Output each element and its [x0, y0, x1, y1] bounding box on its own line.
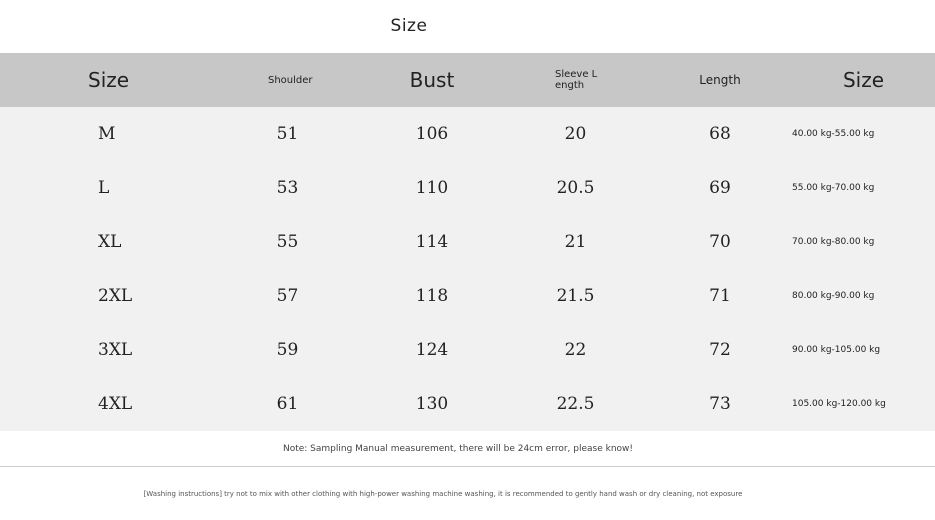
cell-size: M: [98, 124, 116, 144]
divider: [0, 466, 935, 467]
table-row: M 51 106 20 68 40.00 kg-55.00 kg: [0, 107, 935, 161]
cell-weight-range: 40.00 kg-55.00 kg: [792, 129, 875, 139]
cell-bust: 118: [415, 286, 449, 306]
header-size: Size: [88, 68, 130, 92]
cell-length: 70: [709, 232, 731, 252]
cell-weight-range: 80.00 kg-90.00 kg: [792, 291, 875, 301]
cell-sleeve-length: 20: [564, 124, 587, 144]
header-sleeve-length-label: Sleeve Length: [555, 69, 598, 91]
cell-shoulder: 59: [276, 340, 299, 360]
cell-shoulder: 53: [276, 178, 299, 198]
size-chart-table: Size Shoulder Bust Sleeve Length Length …: [0, 53, 935, 431]
cell-size: 2XL: [98, 286, 133, 306]
cell-length: 68: [709, 124, 731, 144]
table-row: L 53 110 20.5 69 55.00 kg-70.00 kg: [0, 161, 935, 215]
table-row: 2XL 57 118 21.5 71 80.00 kg-90.00 kg: [0, 269, 935, 323]
cell-shoulder: 57: [276, 286, 299, 306]
cell-bust: 114: [415, 232, 449, 252]
washing-instructions: [Washing instructions] try not to mix wi…: [143, 490, 743, 498]
header-bust: Bust: [409, 68, 455, 92]
cell-bust: 124: [415, 340, 449, 360]
cell-length: 69: [709, 178, 731, 198]
cell-bust: 110: [415, 178, 449, 198]
cell-size: 4XL: [98, 394, 133, 414]
cell-weight-range: 105.00 kg-120.00 kg: [792, 399, 886, 409]
cell-size: L: [98, 178, 110, 198]
cell-bust: 130: [415, 394, 449, 414]
page-title: Size: [390, 16, 428, 36]
cell-sleeve-length: 20.5: [556, 178, 595, 198]
cell-length: 73: [709, 394, 731, 414]
cell-sleeve-length: 21.5: [556, 286, 595, 306]
cell-shoulder: 55: [276, 232, 299, 252]
table-header-row: Size Shoulder Bust Sleeve Length Length …: [0, 53, 935, 107]
cell-bust: 106: [415, 124, 449, 144]
header-shoulder-label: Shoulder: [268, 74, 313, 86]
cell-sleeve-length: 22.5: [556, 394, 595, 414]
header-shoulder: Shoulder: [214, 53, 361, 107]
header-sleeve-length: Sleeve Length: [503, 53, 648, 107]
cell-shoulder: 51: [276, 124, 299, 144]
header-weight-range: Size: [842, 68, 885, 92]
table-row: 3XL 59 124 22 72 90.00 kg-105.00 kg: [0, 323, 935, 377]
cell-weight-range: 55.00 kg-70.00 kg: [792, 183, 875, 193]
table-row: 4XL 61 130 22.5 73 105.00 kg-120.00 kg: [0, 377, 935, 431]
cell-weight-range: 70.00 kg-80.00 kg: [792, 237, 875, 247]
table-row: XL 55 114 21 70 70.00 kg-80.00 kg: [0, 215, 935, 269]
cell-sleeve-length: 21: [564, 232, 587, 252]
cell-size: 3XL: [98, 340, 133, 360]
measurement-note: Note: Sampling Manual measurement, there…: [282, 444, 634, 454]
cell-size: XL: [98, 232, 122, 252]
cell-sleeve-length: 22: [564, 340, 587, 360]
cell-length: 71: [709, 286, 731, 306]
cell-shoulder: 61: [276, 394, 299, 414]
cell-weight-range: 90.00 kg-105.00 kg: [792, 345, 881, 355]
cell-length: 72: [709, 340, 731, 360]
header-length: Length: [699, 73, 741, 87]
